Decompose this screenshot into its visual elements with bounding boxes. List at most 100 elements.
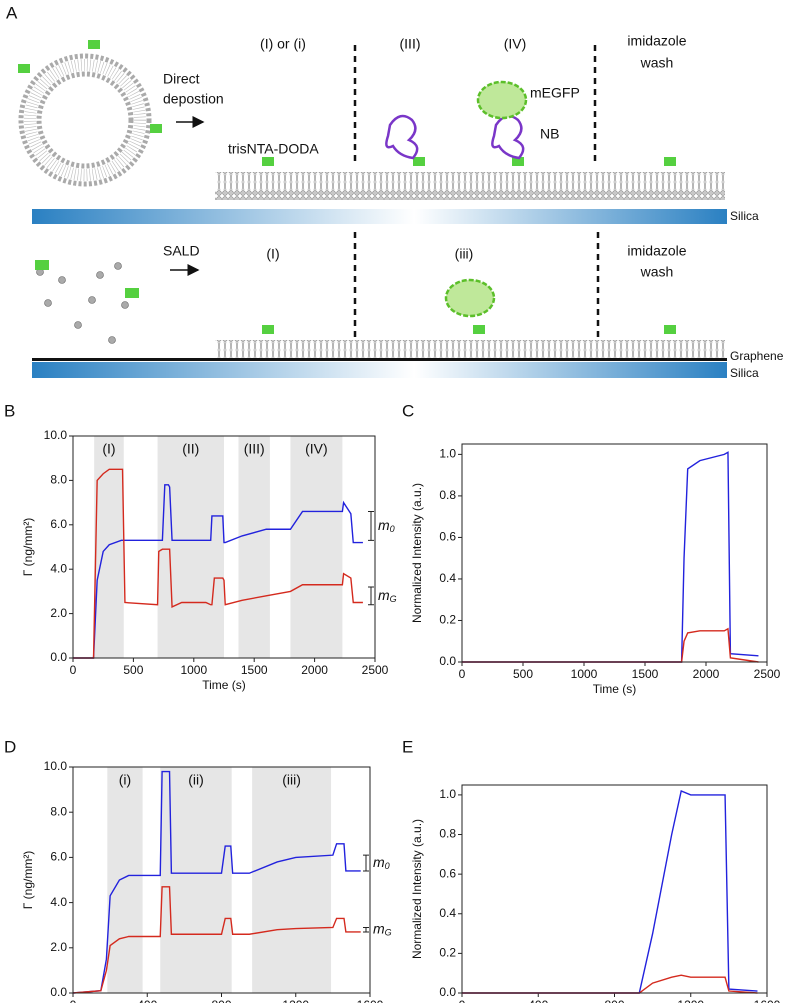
substrate-label: Silica xyxy=(730,209,759,223)
tag xyxy=(150,124,162,133)
x-tick-label: 1500 xyxy=(241,663,268,677)
y-axis-label: Γ (ng/mm²) xyxy=(21,851,35,910)
y-axis-label: Normalized Intensity (a.u.) xyxy=(410,819,424,959)
y-tick-label: 0.0 xyxy=(50,650,67,664)
x-tick-label: 1200 xyxy=(282,998,309,1003)
y-tick-label: 0.8 xyxy=(439,827,456,841)
shaded-region xyxy=(94,436,124,658)
annotation-sub: 0 xyxy=(390,524,395,534)
x-tick-label: 800 xyxy=(211,998,231,1003)
method: Direct xyxy=(163,71,200,87)
panel-label: E xyxy=(402,737,413,756)
graphene xyxy=(32,358,727,361)
plot-frame xyxy=(72,435,376,659)
shaded-region xyxy=(290,436,343,658)
x-tick-label: 2000 xyxy=(301,663,328,677)
tag xyxy=(262,325,274,334)
tag xyxy=(125,288,139,298)
tag xyxy=(413,157,425,166)
y-tick-label: 10.0 xyxy=(44,759,68,773)
y-tick-label: 2.0 xyxy=(50,940,67,954)
x-tick-label: 1500 xyxy=(632,667,659,681)
bilayer xyxy=(215,172,725,200)
nanobody xyxy=(491,114,525,160)
gfp-barrel xyxy=(444,278,496,318)
y-tick-label: 0.2 xyxy=(439,946,456,960)
tag xyxy=(262,157,274,166)
shaded-region xyxy=(252,767,332,993)
x-tick-label: 1600 xyxy=(357,998,384,1003)
shaded-region xyxy=(157,436,224,658)
gfp-barrel xyxy=(476,80,528,120)
wash-label: wash xyxy=(640,55,674,71)
x-tick-label: 500 xyxy=(513,667,533,681)
y-tick-label: 0.6 xyxy=(439,866,456,880)
method: SALD xyxy=(163,243,200,259)
protein-label: mEGFP xyxy=(530,85,580,101)
x-tick-label: 1200 xyxy=(677,998,704,1003)
y-tick-label: 0.4 xyxy=(439,906,456,920)
wash-label: imidazole xyxy=(627,243,686,259)
annotation-text: m xyxy=(378,587,390,603)
panel-label: D xyxy=(4,737,16,756)
data-line xyxy=(462,974,758,994)
y-tick-label: 1.0 xyxy=(439,787,456,801)
tag xyxy=(512,157,524,166)
data-line xyxy=(462,451,759,663)
data-line xyxy=(462,789,758,994)
y-tick-label: 0.8 xyxy=(439,488,456,502)
y-tick-label: 0.0 xyxy=(50,985,67,999)
vesicle-tails xyxy=(24,59,146,181)
y-tick-label: 0.6 xyxy=(439,530,456,544)
plot-frame xyxy=(72,766,371,994)
x-tick-label: 0 xyxy=(459,998,466,1003)
y-tick-label: 0.0 xyxy=(439,985,456,999)
method: depostion xyxy=(163,91,224,107)
annotation-text: m xyxy=(373,854,385,870)
binder-label: NB xyxy=(540,126,559,142)
step-label: (III) xyxy=(400,36,421,52)
wash-label: imidazole xyxy=(627,33,686,49)
plot-frame xyxy=(461,443,768,663)
region-label: (IV) xyxy=(305,441,328,457)
tag xyxy=(88,40,100,49)
shaded-region xyxy=(238,436,270,658)
tag xyxy=(35,260,49,270)
step-label: (IV) xyxy=(504,36,527,52)
annotation: mG xyxy=(373,920,392,938)
x-axis-label: Time (s) xyxy=(593,682,637,696)
nanobody xyxy=(385,114,419,160)
y-tick-label: 2.0 xyxy=(50,606,67,620)
annotation: m0 xyxy=(373,854,390,872)
x-tick-label: 1000 xyxy=(180,663,207,677)
data-line xyxy=(73,468,363,659)
y-tick-label: 6.0 xyxy=(50,850,67,864)
vesicle-outer xyxy=(18,53,152,187)
shaded-region xyxy=(160,767,232,993)
wash-label: wash xyxy=(640,264,674,280)
bracket xyxy=(368,586,374,606)
step-label: (I) xyxy=(266,246,279,262)
y-tick-label: 4.0 xyxy=(50,561,67,575)
x-tick-label: 0 xyxy=(70,998,77,1003)
free-lipids xyxy=(36,262,129,344)
plot-frame xyxy=(461,784,768,994)
data-line xyxy=(462,627,759,663)
bracket xyxy=(368,510,374,541)
tag xyxy=(18,64,30,73)
region-label: (I) xyxy=(102,441,115,457)
x-tick-label: 2500 xyxy=(754,667,781,681)
y-tick-label: 0.0 xyxy=(439,654,456,668)
annotation: mG xyxy=(378,587,397,605)
y-tick-label: 1.0 xyxy=(439,447,456,461)
region-label: (iii) xyxy=(282,772,301,788)
y-tick-label: 4.0 xyxy=(50,895,67,909)
bracket xyxy=(363,854,369,872)
data-line xyxy=(72,770,361,994)
data-line xyxy=(72,886,361,994)
annotation: m0 xyxy=(378,517,395,535)
region-label: (i) xyxy=(119,772,131,788)
panel-label: C xyxy=(402,401,414,420)
annotation-text: m xyxy=(373,920,385,936)
